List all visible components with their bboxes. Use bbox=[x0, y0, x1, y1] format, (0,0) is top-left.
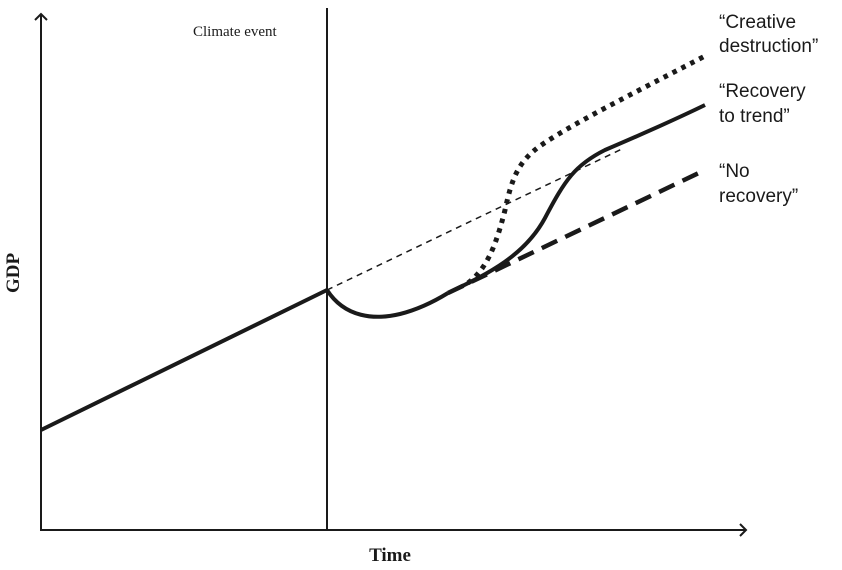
y-axis-title: GDP bbox=[3, 253, 24, 294]
creative-destruction-curve bbox=[466, 53, 707, 285]
pre-event-trend-line bbox=[40, 288, 328, 432]
recovery-to-trend-label-line-1: “Recovery bbox=[719, 81, 806, 102]
x-axis-title: Time bbox=[369, 545, 411, 566]
no-recovery-label-line-2: recovery” bbox=[719, 186, 798, 207]
no-recovery-label-line-1: “No bbox=[719, 161, 750, 182]
recovery-to-trend-curve bbox=[447, 103, 706, 295]
recovery-to-trend-label-line-2: to trend” bbox=[719, 106, 790, 127]
post-event-dip-curve bbox=[325, 288, 450, 319]
creative-destruction-label-line-1: “Creative bbox=[719, 12, 796, 33]
creative-destruction-label-line-2: destruction” bbox=[719, 36, 818, 57]
no-recovery-line bbox=[447, 167, 706, 296]
climate-event-label: Climate event bbox=[193, 24, 278, 40]
